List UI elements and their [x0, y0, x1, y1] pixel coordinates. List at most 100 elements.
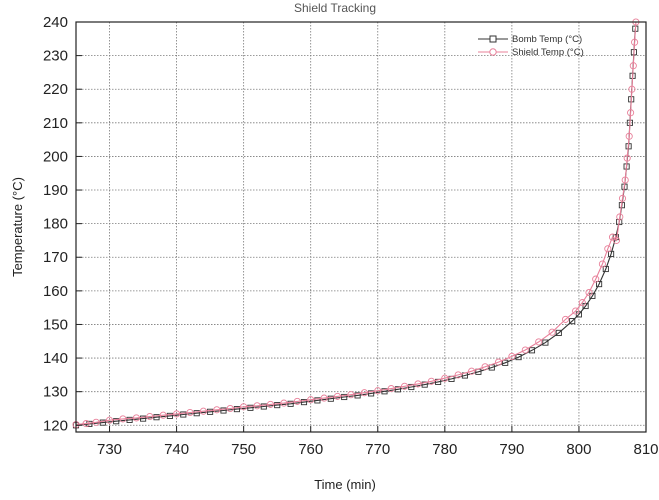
data-point	[368, 390, 375, 397]
data-point	[515, 354, 522, 361]
x-tick-label: 790	[499, 441, 524, 458]
data-point	[468, 367, 476, 375]
y-tick-label: 190	[43, 182, 68, 199]
data-point	[528, 347, 536, 354]
x-tick-label: 770	[365, 441, 390, 458]
y-tick-label: 120	[43, 417, 68, 434]
x-tick-label: 730	[97, 441, 122, 458]
chart-legend: Bomb Temp (°C) Shield Temp (°C)	[478, 34, 584, 58]
x-tick-label: 810	[633, 441, 658, 458]
data-point	[260, 403, 267, 410]
y-tick-label: 180	[43, 216, 68, 233]
legend-label-bomb-temp: Bomb Temp (°C)	[512, 34, 582, 45]
data-point	[280, 399, 288, 407]
data-point	[300, 399, 308, 406]
data-point	[542, 339, 549, 346]
data-point	[233, 406, 240, 413]
data-point	[193, 410, 200, 417]
y-tick-label: 220	[43, 81, 68, 98]
data-point	[555, 329, 562, 336]
data-point	[132, 414, 140, 422]
y-tick-label: 130	[43, 384, 68, 401]
x-tick-label: 740	[164, 441, 189, 458]
data-point	[569, 318, 576, 325]
data-point	[623, 154, 631, 162]
legend-label-shield-temp: Shield Temp (°C)	[512, 47, 584, 58]
data-point	[240, 403, 248, 411]
data-point	[247, 404, 254, 411]
x-tick-label: 750	[231, 441, 256, 458]
legend-item-bomb-temp: Bomb Temp (°C)	[478, 34, 582, 45]
y-tick-label: 160	[43, 283, 68, 300]
y-tick-label: 210	[43, 115, 68, 132]
data-point	[592, 275, 600, 283]
tick-labels: 730 740 750 760 770 780 790 800 810 120 130 140 150 1…	[43, 14, 659, 458]
data-point	[113, 418, 120, 425]
data-point	[92, 418, 100, 426]
data-point	[274, 402, 281, 409]
data-point	[621, 176, 629, 184]
data-point	[604, 245, 612, 253]
data-point	[126, 416, 133, 423]
series-line	[75, 21, 637, 426]
data-point	[146, 412, 154, 421]
data-point	[616, 213, 624, 221]
data-point	[320, 394, 328, 402]
data-point	[199, 407, 207, 415]
data-point	[314, 397, 321, 404]
data-point	[596, 281, 603, 288]
y-axis-title: Temperature (°C)	[10, 177, 25, 277]
plot-frame	[75, 21, 647, 433]
x-axis-title: Time (min)	[314, 477, 376, 492]
data-point	[572, 307, 580, 315]
data-point	[381, 388, 388, 395]
data-point	[535, 338, 543, 346]
data-point	[159, 411, 167, 419]
plot-background	[76, 22, 646, 432]
data-point	[481, 363, 489, 371]
data-point	[341, 393, 348, 401]
y-tick-label: 170	[43, 249, 68, 266]
data-point	[618, 194, 627, 202]
data-point	[502, 359, 509, 366]
data-point	[414, 380, 422, 388]
data-point	[441, 374, 449, 382]
data-point	[360, 389, 368, 397]
y-tick-label: 240	[43, 14, 68, 31]
data-point	[207, 408, 214, 415]
data-point	[266, 400, 275, 408]
data-point	[602, 265, 609, 273]
data-point	[82, 420, 90, 428]
data-point	[327, 395, 334, 402]
legend-marker-circle-icon	[489, 48, 497, 56]
data-point	[119, 415, 127, 423]
data-point	[578, 299, 586, 307]
legend-marker-square-icon	[489, 35, 497, 43]
data-point	[347, 391, 355, 399]
data-point	[401, 382, 409, 390]
data-point	[561, 315, 570, 323]
data-point	[625, 132, 633, 140]
data-point	[427, 377, 435, 385]
data-point	[628, 85, 636, 93]
x-tick-label: 800	[566, 441, 591, 458]
data-point	[387, 385, 395, 393]
data-point	[508, 352, 516, 360]
x-tick-label: 780	[432, 441, 457, 458]
series-shield-temp	[72, 18, 640, 429]
data-point	[253, 402, 261, 410]
data-point	[99, 419, 106, 426]
y-tick-label: 200	[43, 148, 68, 165]
data-point	[293, 397, 301, 405]
y-tick-label: 230	[43, 48, 68, 65]
data-point	[173, 410, 181, 418]
data-point	[494, 358, 503, 366]
data-point	[408, 383, 415, 391]
data-point	[354, 392, 361, 399]
data-point	[631, 38, 639, 46]
data-point	[612, 236, 621, 244]
data-point	[629, 62, 637, 70]
data-point	[548, 328, 556, 336]
data-point	[307, 396, 315, 404]
